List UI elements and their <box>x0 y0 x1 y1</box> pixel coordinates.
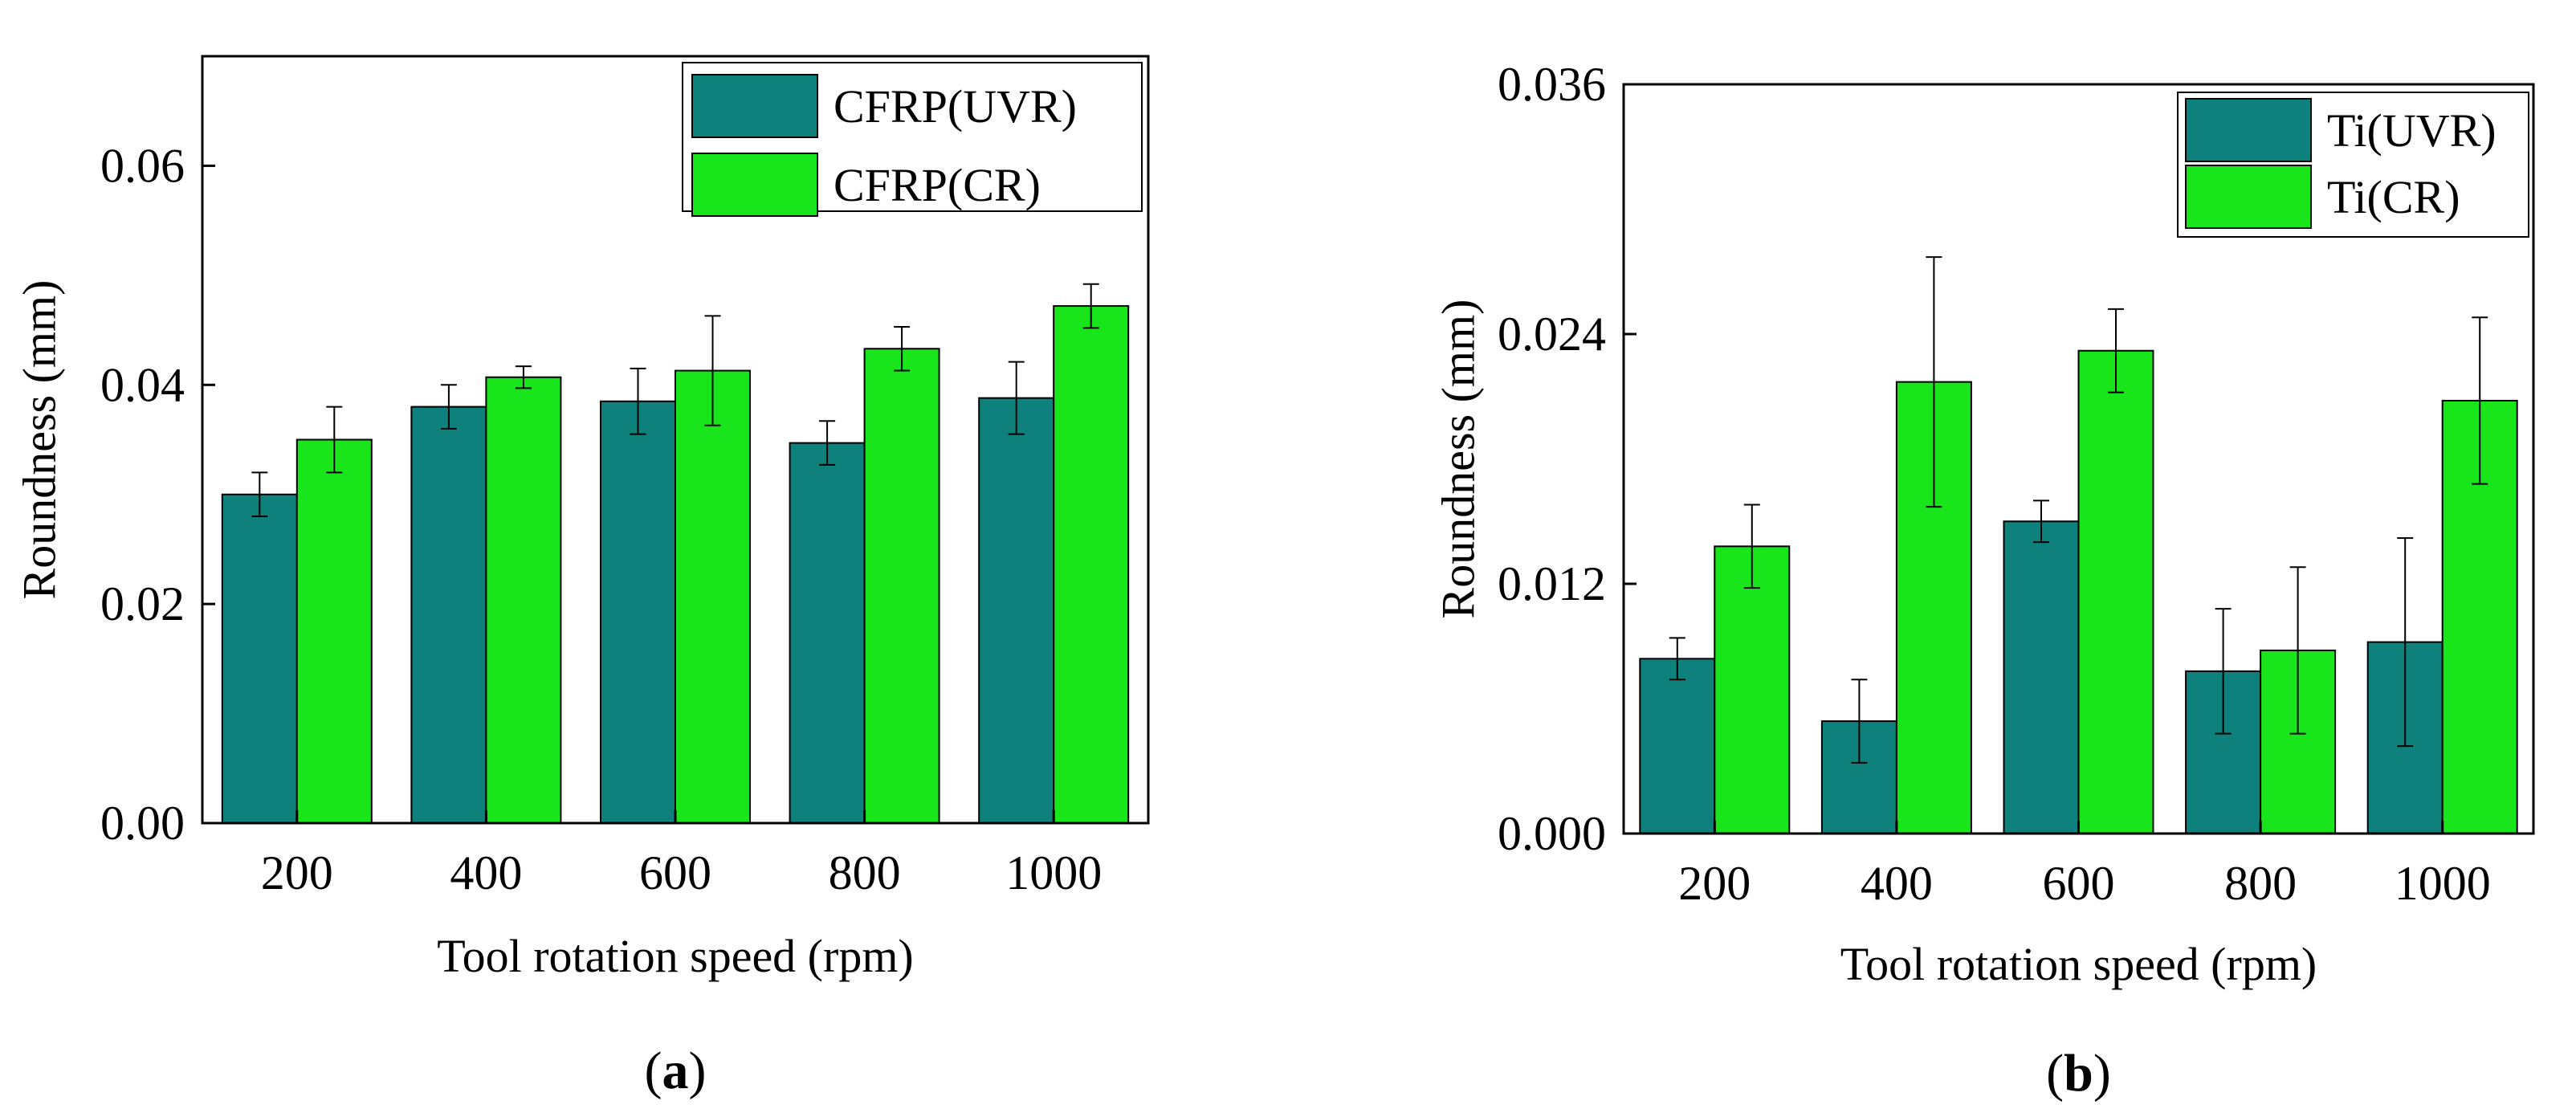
legend-swatch-uvr <box>691 74 818 138</box>
error-bar <box>2108 308 2124 393</box>
x-tick-label: 200 <box>1678 857 1751 910</box>
x-tick-label: 600 <box>2043 857 2115 910</box>
error-bar <box>704 315 721 426</box>
error-bar <box>2289 566 2306 735</box>
panel-caption: (b) <box>2046 1044 2111 1103</box>
x-tick-label: 800 <box>829 846 901 899</box>
error-bar <box>1851 679 1868 764</box>
error-bar <box>440 384 457 430</box>
legend-label-uvr: Ti(UVR) <box>2327 104 2497 157</box>
y-tick-label: 0.06 <box>100 139 185 192</box>
caption-close-paren: ) <box>2093 1044 2111 1103</box>
caption-open-paren: ( <box>2046 1044 2064 1103</box>
x-tick-label: 800 <box>2224 857 2297 910</box>
bar-cr-1000 <box>1053 305 1130 824</box>
legend-label-cr: CFRP(CR) <box>834 159 1041 211</box>
bar-uvr-400 <box>410 406 487 825</box>
x-tick-label: 600 <box>639 846 711 899</box>
error-bar <box>1008 361 1025 435</box>
error-bar <box>1082 283 1099 329</box>
bar-uvr-200 <box>221 493 298 824</box>
chart-b: 0.000 0.012 0.024 0.036 200 400 600 800 1000 Tool… <box>1432 58 2535 1103</box>
error-bar <box>2215 608 2232 735</box>
bar-uvr-600 <box>600 400 676 824</box>
error-bar <box>819 420 836 466</box>
bar-cr-200 <box>296 438 373 824</box>
legend-swatch-cr <box>691 153 818 217</box>
chart-a: 0.00 0.02 0.04 0.06 200 400 600 800 1000 Tool rot… <box>13 55 1150 1100</box>
y-tick-label: 0.02 <box>100 577 185 630</box>
error-bar <box>2033 499 2049 544</box>
caption-open-paren: ( <box>645 1042 662 1100</box>
error-bar <box>1669 637 1685 681</box>
caption-letter: b <box>2064 1044 2093 1103</box>
x-tick-label: 200 <box>261 846 333 899</box>
error-bar <box>894 325 911 372</box>
y-tick-label: 0.024 <box>1498 308 1606 361</box>
x-axis-title: Tool rotation speed (rpm) <box>1840 938 2317 990</box>
bar-cr-200 <box>1714 545 1791 834</box>
legend-label-uvr: CFRP(UVR) <box>834 80 1077 132</box>
error-bar <box>630 367 646 435</box>
bar-uvr-600 <box>2003 520 2080 834</box>
x-tick-label: 400 <box>1861 857 1933 910</box>
x-tick-label: 1000 <box>2395 857 2491 910</box>
bar-cr-800 <box>863 348 940 824</box>
y-axis-title: Roundness (mm) <box>1432 300 1484 619</box>
x-axis-title: Tool rotation speed (rpm) <box>437 930 914 982</box>
legend: CFRP(UVR) CFRP(CR) <box>682 62 1143 217</box>
legend-swatch-cr <box>2185 165 2312 229</box>
error-bar <box>2397 536 2414 748</box>
legend: Ti(UVR) Ti(CR) <box>2177 92 2529 238</box>
y-tick-label: 0.000 <box>1498 807 1606 860</box>
error-bar <box>515 365 532 389</box>
x-tick-label: 1000 <box>1005 846 1102 899</box>
y-tick-label: 0.012 <box>1498 557 1606 610</box>
error-bar <box>326 406 343 474</box>
y-tick-label: 0.04 <box>100 358 185 411</box>
panel-caption: (a) <box>645 1042 707 1100</box>
legend-label-cr: Ti(CR) <box>2327 171 2460 223</box>
error-bar <box>1743 503 1760 589</box>
y-tick-label: 0.00 <box>100 797 185 850</box>
bar-cr-400 <box>485 376 562 824</box>
bar-uvr-1000 <box>978 397 1055 824</box>
bar-uvr-200 <box>1639 658 1716 834</box>
x-tick-label: 400 <box>450 846 522 899</box>
bar-cr-600 <box>2077 349 2154 834</box>
caption-letter: a <box>662 1042 689 1100</box>
error-bar <box>1926 256 1942 508</box>
error-bar <box>251 471 268 517</box>
bar-cr-600 <box>675 369 751 824</box>
y-tick-label: 0.036 <box>1498 58 1606 111</box>
y-axis-title: Roundness (mm) <box>13 280 65 600</box>
legend-swatch-uvr <box>2185 98 2312 162</box>
bar-uvr-800 <box>789 442 866 824</box>
error-bar <box>2472 316 2488 485</box>
caption-close-paren: ) <box>689 1042 707 1100</box>
